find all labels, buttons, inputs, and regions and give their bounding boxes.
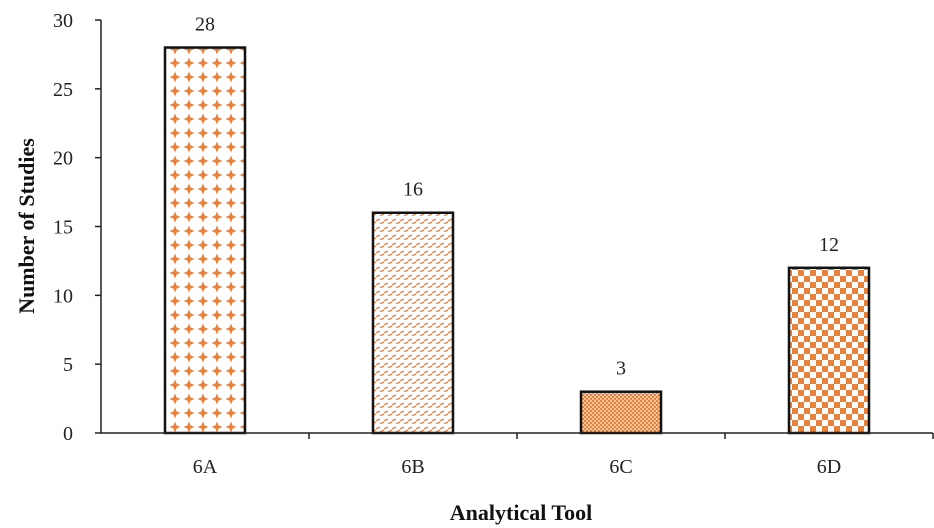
bar-6A: [163, 46, 247, 435]
bar-6C: [579, 390, 663, 435]
y-tick-label: 15: [53, 217, 73, 239]
bars: 28 16 3 12: [163, 14, 871, 435]
x-tick-label-6B: 6B: [401, 456, 424, 478]
x-tick-label-6C: 6C: [609, 456, 632, 478]
data-label-6D: 12: [819, 234, 839, 256]
bar-6B: [371, 211, 455, 435]
x-axis: 6A 6B 6C 6D: [101, 432, 934, 478]
data-label-6C: 3: [616, 358, 626, 380]
y-tick-label: 5: [63, 354, 73, 376]
x-axis-title: Analytical Tool: [450, 500, 592, 525]
y-tick-label: 30: [53, 10, 73, 32]
data-label-6B: 16: [403, 179, 423, 201]
y-axis-title: Number of Studies: [14, 138, 39, 314]
x-tick-label-6A: 6A: [193, 456, 218, 478]
bar-6D: [787, 266, 871, 435]
y-tick-label: 10: [53, 285, 73, 307]
y-tick-label: 20: [53, 148, 73, 170]
y-tick-label: 25: [53, 79, 73, 101]
y-tick-label: 0: [63, 423, 73, 445]
x-tick-label-6D: 6D: [817, 456, 841, 478]
y-axis: 0 5 10 15 20 25 30: [53, 10, 102, 445]
data-label-6A: 28: [195, 14, 215, 36]
